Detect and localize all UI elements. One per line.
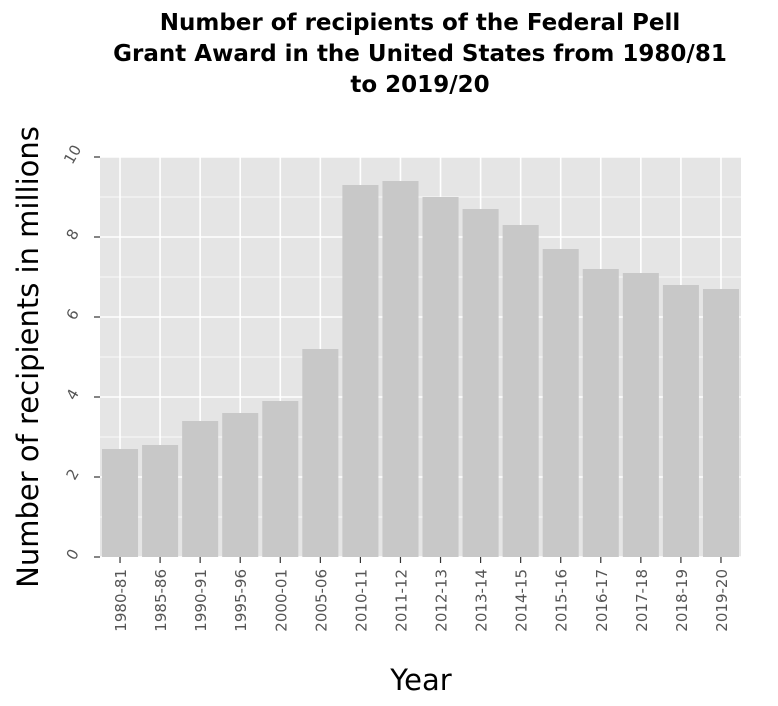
x-tick-label: 2017-18: [633, 569, 651, 632]
x-tick-label: 2014-15: [513, 569, 531, 632]
bar-2012-13: [422, 197, 459, 557]
y-axis-title: Number of recipients in millions: [11, 126, 45, 588]
x-tick-label: 1985-86: [152, 569, 170, 632]
bar-2014-15: [502, 225, 539, 557]
bar-2000-01: [262, 401, 299, 557]
bar-2013-14: [462, 209, 499, 557]
chart-title-line-2: Grant Award in the United States from 19…: [113, 41, 727, 67]
x-tick-label: 2013-14: [473, 569, 491, 632]
y-tick-label: 4: [62, 386, 82, 403]
x-tick-label: 2018-19: [673, 569, 691, 632]
x-tick-label: 2019-20: [713, 569, 731, 632]
y-tick-label: 8: [62, 226, 82, 243]
bar-1995-96: [222, 413, 259, 557]
x-tick-label: 1980-81: [112, 569, 130, 632]
x-tick-label: 2000-01: [272, 569, 290, 632]
x-tick-label: 2015-16: [553, 569, 571, 632]
x-tick-label: 1990-91: [192, 569, 210, 632]
bar-2018-19: [662, 285, 699, 557]
bars: [102, 181, 739, 557]
y-tick-label: 2: [62, 466, 82, 483]
x-tick-label: 2005-06: [312, 569, 330, 632]
x-tick-label: 2012-13: [433, 569, 451, 632]
bar-2019-20: [702, 289, 739, 557]
y-tick-label: 6: [62, 306, 82, 323]
bar-2016-17: [582, 269, 619, 557]
chart-title-line-3: to 2019/20: [350, 72, 489, 98]
bar-2010-11: [342, 185, 379, 557]
x-tick-label: 2011-12: [392, 569, 410, 632]
bar-2011-12: [382, 181, 419, 557]
axes: 0 2 4 6 8 10 1980-81 1985-86 1990-91 1995-96 2000-…: [60, 142, 731, 632]
x-tick-label: 1995-96: [232, 569, 250, 632]
bar-1985-86: [142, 445, 179, 557]
chart-title-line-1: Number of recipients of the Federal Pell: [160, 10, 681, 36]
y-tick-label: 0: [62, 546, 82, 563]
y-tick-label: 10: [60, 142, 85, 168]
x-tick-label: 2010-11: [352, 569, 370, 632]
bar-2015-16: [542, 249, 579, 557]
x-axis-title: Year: [389, 663, 451, 697]
bar-2005-06: [302, 349, 339, 557]
bar-1990-91: [182, 421, 219, 557]
bar-1980-81: [102, 449, 139, 557]
x-tick-label: 2016-17: [593, 569, 611, 632]
bar-2017-18: [622, 273, 659, 557]
